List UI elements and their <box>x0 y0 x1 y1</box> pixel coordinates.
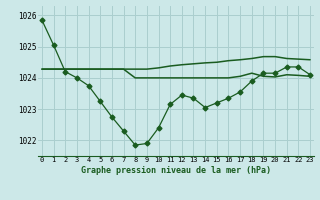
X-axis label: Graphe pression niveau de la mer (hPa): Graphe pression niveau de la mer (hPa) <box>81 166 271 175</box>
